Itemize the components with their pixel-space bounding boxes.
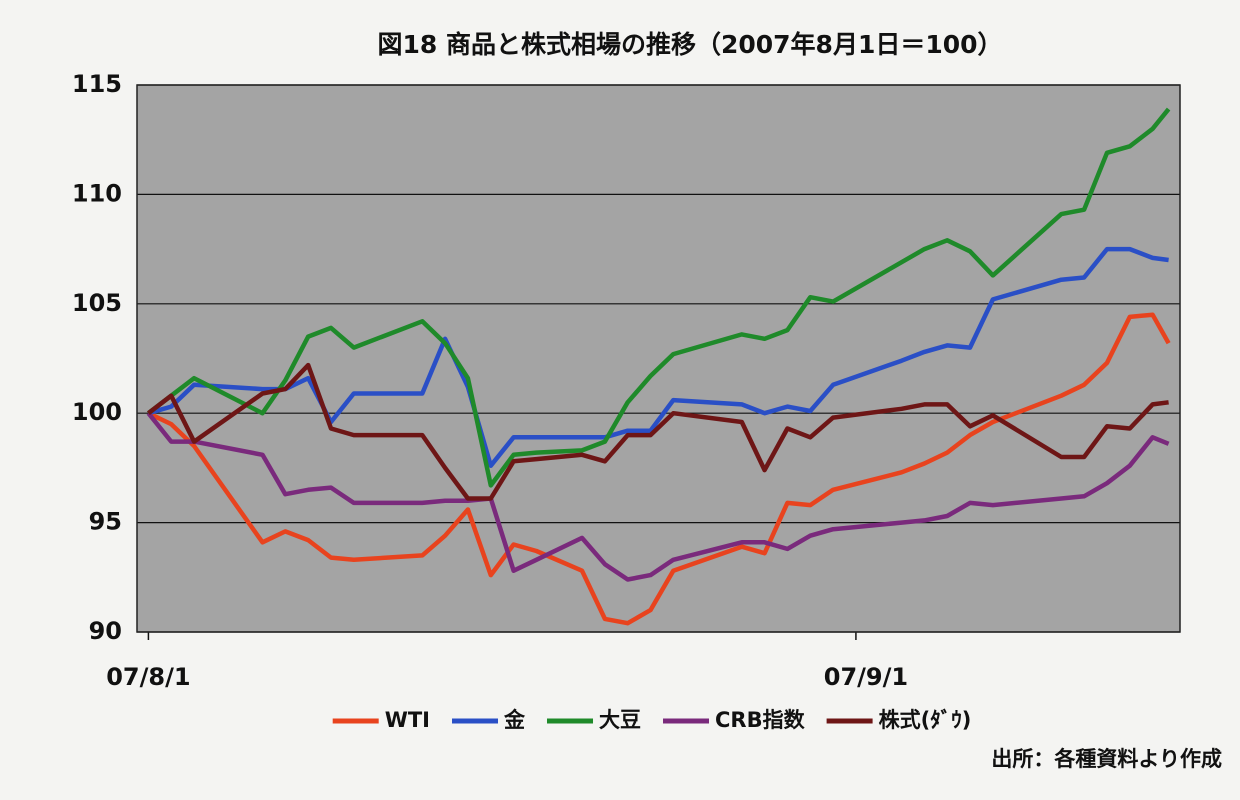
y-tick-label: 100 bbox=[72, 398, 122, 426]
y-tick-label: 95 bbox=[89, 508, 122, 536]
y-tick-label: 115 bbox=[72, 70, 122, 98]
y-tick-label: 105 bbox=[72, 289, 122, 317]
y-tick-label: 90 bbox=[89, 617, 122, 645]
source-note: 出所：各種資料より作成 bbox=[991, 747, 1222, 771]
legend-label: 金 bbox=[503, 708, 526, 732]
series-line bbox=[146, 411, 1170, 582]
x-tick-label: 07/8/1 bbox=[106, 663, 190, 691]
series-line bbox=[147, 312, 1171, 626]
legend-label: CRB指数 bbox=[715, 708, 806, 732]
legend-label: WTI bbox=[385, 708, 430, 732]
chart-title: 図18 商品と株式相場の推移（2007年8月1日＝100） bbox=[377, 30, 1002, 59]
series-line bbox=[147, 107, 1171, 488]
legend-label: 株式(ﾀﾞｳ) bbox=[879, 708, 972, 732]
legend: WTI 金 大豆 CRB指数 株式(ﾀﾞｳ) bbox=[332, 708, 972, 732]
series-line bbox=[147, 362, 1169, 501]
x-tick-label: 07/9/1 bbox=[824, 663, 908, 691]
plot-border bbox=[136, 84, 1181, 633]
plot-area bbox=[137, 85, 1180, 632]
legend-label: 大豆 bbox=[599, 708, 641, 732]
y-tick-label: 110 bbox=[72, 179, 122, 207]
